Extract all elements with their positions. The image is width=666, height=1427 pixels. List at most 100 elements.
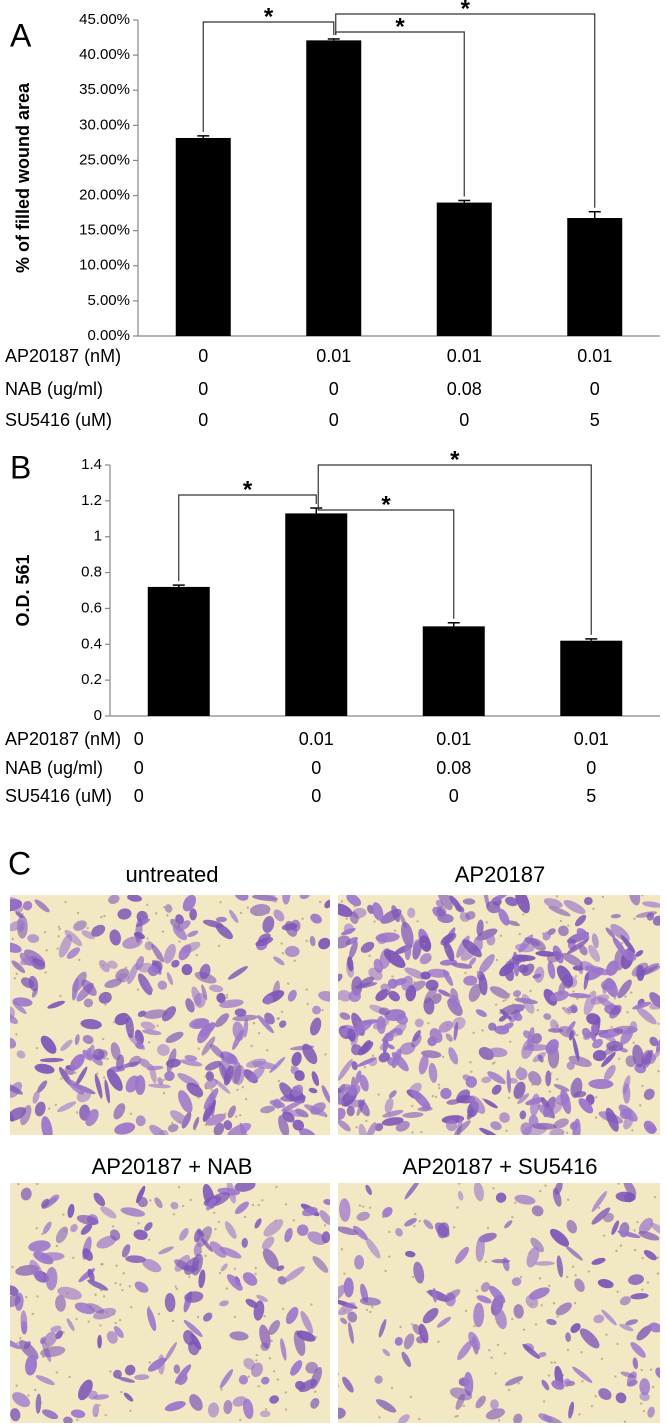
- pore: [319, 900, 322, 904]
- cell: [169, 1110, 189, 1126]
- pore: [519, 1275, 523, 1279]
- pore: [59, 994, 62, 998]
- bar: [436, 202, 492, 336]
- cell: [199, 1022, 216, 1037]
- pore: [104, 1003, 107, 1006]
- pore: [437, 1340, 440, 1344]
- pore: [115, 1230, 118, 1233]
- y-axis-label: % of filled wound area: [13, 82, 33, 273]
- cell: [34, 1063, 55, 1074]
- pore: [76, 1418, 79, 1421]
- cell: [382, 1109, 404, 1118]
- cell: [100, 1206, 117, 1219]
- cell: [135, 1115, 146, 1127]
- cell: [479, 1127, 499, 1135]
- pore: [122, 1106, 126, 1109]
- pore: [63, 1229, 67, 1232]
- cell: [630, 1293, 649, 1300]
- cell: [185, 998, 195, 1013]
- cell: [44, 1331, 57, 1347]
- pore: [657, 1070, 660, 1073]
- pore: [511, 1317, 514, 1321]
- cell: [250, 1362, 263, 1378]
- cell: [636, 1325, 652, 1341]
- pore: [60, 1077, 63, 1080]
- cell: [468, 1331, 481, 1351]
- cell: [219, 1369, 234, 1389]
- cell: [635, 950, 644, 957]
- pore: [27, 1394, 30, 1397]
- cell: [238, 1375, 249, 1385]
- pore: [251, 1203, 255, 1207]
- pore: [641, 1256, 644, 1260]
- pore: [497, 1419, 501, 1422]
- cell: [451, 962, 473, 969]
- cell: [181, 964, 193, 976]
- cell: [277, 1276, 287, 1285]
- cell: [127, 895, 143, 902]
- pore: [338, 1372, 340, 1376]
- pore: [174, 924, 177, 927]
- pore: [614, 1375, 617, 1378]
- pore: [544, 1184, 547, 1187]
- cell: [638, 965, 660, 977]
- cell: [448, 994, 460, 1008]
- cell: [318, 991, 330, 1002]
- pore: [428, 958, 432, 961]
- cell: [40, 1035, 57, 1054]
- bar: [422, 626, 485, 716]
- pore: [254, 1065, 257, 1068]
- cell: [260, 895, 278, 903]
- pore: [106, 1057, 109, 1061]
- pore: [21, 1192, 24, 1195]
- cell: [10, 1294, 21, 1308]
- cell: [411, 1090, 431, 1110]
- pore: [255, 1359, 258, 1362]
- cell: [491, 1084, 502, 1095]
- cell: [321, 1085, 330, 1103]
- cell: [110, 1042, 121, 1061]
- cell: [205, 1071, 215, 1082]
- cell: [248, 1066, 265, 1083]
- cell: [157, 1354, 165, 1375]
- cell: [410, 1034, 422, 1048]
- cell: [196, 1226, 212, 1248]
- cell: [41, 1116, 53, 1135]
- cell: [639, 1392, 650, 1402]
- cell: [338, 1407, 346, 1419]
- cell: [590, 994, 610, 1005]
- cell: [420, 971, 431, 980]
- pore: [270, 1339, 273, 1342]
- cell: [216, 992, 226, 1004]
- cell: [402, 1112, 424, 1118]
- pore: [13, 977, 16, 980]
- pore: [434, 1095, 438, 1098]
- pore: [541, 932, 545, 935]
- row-label: NAB (ug/ml): [5, 758, 103, 778]
- cell: [390, 1022, 407, 1037]
- cell: [436, 906, 447, 917]
- pore: [345, 917, 348, 920]
- cell: [365, 1184, 373, 1195]
- pore: [363, 1066, 367, 1069]
- pore: [115, 1264, 118, 1267]
- pore: [492, 1187, 495, 1190]
- pore: [269, 916, 272, 920]
- pore: [246, 906, 249, 909]
- cell: [201, 1036, 216, 1056]
- cell: [338, 973, 343, 983]
- pore: [174, 1285, 177, 1288]
- y-tick-label: 1.2: [81, 492, 102, 509]
- pore: [446, 1024, 449, 1027]
- bar: [306, 40, 362, 337]
- pore: [321, 1008, 324, 1012]
- pore: [413, 1224, 416, 1228]
- cell: [123, 1392, 134, 1402]
- pore: [57, 935, 60, 938]
- pore: [104, 1051, 107, 1055]
- cell: [282, 1111, 295, 1123]
- cell: [566, 1020, 576, 1034]
- cell: [457, 1340, 473, 1361]
- pore: [166, 914, 169, 917]
- pore: [550, 1072, 553, 1075]
